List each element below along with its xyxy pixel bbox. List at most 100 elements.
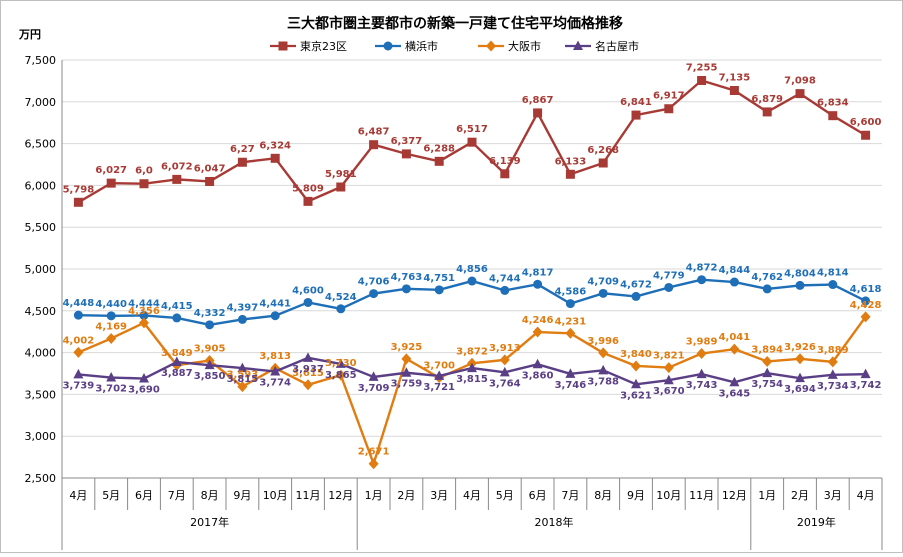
data-point [861, 130, 871, 140]
x-tick-label: 12月 [722, 489, 747, 502]
data-label: 4,706 [358, 277, 390, 288]
data-label: 3,615 [292, 368, 324, 379]
data-point [73, 310, 83, 320]
data-point [401, 149, 411, 159]
data-label: 3,700 [423, 361, 455, 372]
data-label: 6,600 [850, 117, 882, 128]
data-label: 6,139 [489, 156, 521, 167]
data-point [664, 282, 674, 292]
data-label: 6,867 [522, 95, 554, 106]
y-tick-label: 5,500 [25, 221, 57, 234]
data-point [795, 89, 805, 99]
data-label: 4,751 [423, 273, 455, 284]
y-tick-label: 4,500 [25, 305, 57, 318]
data-point [270, 153, 280, 163]
data-point [335, 369, 346, 381]
data-label: 4,779 [653, 270, 685, 281]
data-label: 3,926 [784, 342, 816, 353]
data-point [172, 313, 182, 323]
data-label: 5,798 [63, 184, 95, 195]
data-point [631, 378, 641, 389]
data-label: 4,397 [227, 302, 259, 313]
data-point [532, 326, 543, 338]
data-point [762, 355, 773, 367]
y-axis-unit-label: 万円 [18, 28, 41, 41]
legend-item: 名古屋市 [565, 39, 639, 53]
data-point [795, 372, 805, 383]
data-label: 3,739 [63, 380, 95, 391]
data-point [237, 314, 247, 324]
x-tick-label: 8月 [201, 489, 219, 502]
data-point [828, 111, 838, 121]
data-point [565, 169, 575, 179]
data-label: 4,804 [784, 268, 816, 279]
data-point [237, 157, 247, 167]
data-label: 4,002 [63, 335, 95, 346]
data-point [663, 362, 674, 374]
data-label: 6,047 [194, 163, 226, 174]
year-label: 2017年 [190, 515, 229, 529]
data-label: 4,856 [456, 264, 488, 275]
data-point [401, 353, 412, 365]
data-label: 3,621 [620, 390, 652, 401]
data-label: 3,937 [292, 364, 324, 375]
data-point [303, 297, 313, 307]
x-tick-label: 9月 [627, 489, 645, 502]
data-point [598, 288, 608, 298]
data-label: 4,709 [587, 276, 619, 287]
legend-item: 東京23区 [270, 39, 347, 53]
y-tick-label: 2,500 [25, 472, 57, 485]
x-tick-label: 5月 [102, 489, 120, 502]
data-point [828, 280, 838, 290]
data-point [827, 369, 838, 379]
data-label: 3,850 [194, 371, 226, 382]
data-point [860, 368, 871, 379]
year-label: 2019年 [797, 515, 836, 529]
data-label: 6,072 [161, 161, 193, 172]
data-label: 5,981 [325, 169, 357, 180]
data-label: 3,913 [489, 343, 521, 354]
data-label: 6,268 [587, 145, 619, 156]
data-point [467, 276, 477, 286]
data-label: 3,670 [653, 386, 685, 397]
data-label: 3,759 [391, 379, 423, 390]
data-point [73, 197, 83, 207]
data-label: 3,721 [423, 382, 455, 393]
data-point [499, 366, 510, 377]
data-point [729, 343, 740, 355]
y-tick-label: 3,500 [25, 388, 57, 401]
data-label: 4,356 [128, 306, 160, 317]
y-tick-label: 7,500 [25, 54, 57, 67]
data-point [860, 311, 871, 323]
data-point [729, 86, 739, 96]
data-label: 6,0 [135, 166, 153, 177]
data-point [795, 353, 805, 365]
data-label: 3,709 [358, 383, 390, 394]
data-label: 3,593 [227, 370, 259, 381]
x-tick-label: 4月 [463, 489, 481, 502]
data-label: 4,844 [719, 265, 751, 276]
data-label: 3,815 [227, 374, 259, 385]
data-label: 3,690 [128, 385, 160, 396]
x-tick-label: 5月 [496, 489, 514, 502]
x-tick-label: 1月 [365, 489, 383, 502]
x-tick-label: 10月 [656, 489, 681, 502]
data-label: 4,744 [489, 273, 521, 284]
data-label: 6,324 [259, 140, 291, 151]
data-point [368, 458, 379, 470]
data-point [500, 169, 510, 179]
data-label: 4,246 [522, 315, 554, 326]
x-tick-label: 9月 [233, 489, 251, 502]
data-point [598, 158, 608, 168]
data-label: 3,872 [456, 346, 488, 357]
legend-marker [278, 41, 288, 51]
axes: 2,500 3,000 3,500 4,000 4,500 5,000 5,500 6,000… [25, 54, 883, 550]
x-tick-label: 3月 [430, 489, 448, 502]
data-point [434, 285, 444, 295]
data-point [303, 352, 313, 362]
data-label: 6,027 [95, 165, 127, 176]
series-group [73, 75, 871, 470]
x-tick-label: 6月 [135, 489, 153, 502]
data-point [631, 360, 641, 372]
data-label: 3,840 [620, 349, 652, 360]
